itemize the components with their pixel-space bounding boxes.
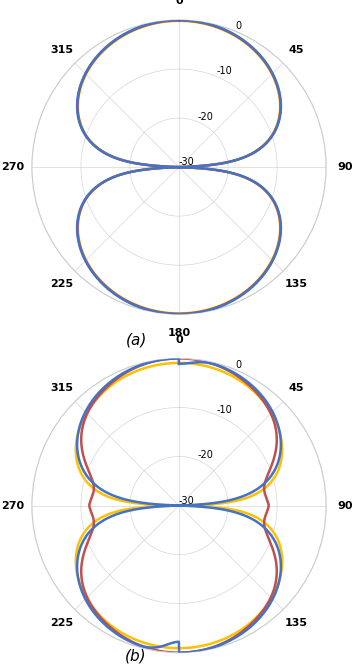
Text: (a): (a) (125, 332, 147, 347)
80 MHz (84, 258, 89, 266)
200 MHz (177, 360, 181, 368)
400 MHz (94, 608, 98, 616)
Line: 200 MHz: 200 MHz (77, 358, 281, 653)
60 MHz (84, 258, 89, 266)
400 MHz (262, 517, 266, 525)
80 MHz (99, 49, 103, 57)
200 MHz (176, 354, 181, 362)
200 MHz (177, 649, 181, 657)
400 MHz (177, 354, 181, 362)
Text: (b): (b) (125, 649, 147, 663)
600 MHz (177, 359, 181, 367)
100 MHz (85, 258, 89, 266)
Line: 600 MHz: 600 MHz (76, 363, 282, 648)
100 MHz (177, 17, 181, 25)
60 MHz (177, 16, 181, 24)
60 MHz (177, 163, 181, 171)
60 MHz (93, 272, 97, 280)
Line: 400 MHz: 400 MHz (81, 358, 277, 653)
200 MHz (251, 515, 255, 523)
400 MHz (262, 482, 266, 490)
400 MHz (176, 354, 181, 362)
400 MHz (177, 354, 181, 362)
600 MHz (101, 389, 105, 397)
100 MHz (93, 271, 98, 279)
100 MHz (176, 17, 181, 25)
Line: 100 MHz: 100 MHz (78, 21, 280, 314)
200 MHz (93, 610, 97, 618)
600 MHz (95, 608, 99, 616)
100 MHz (177, 17, 181, 25)
100 MHz (177, 163, 181, 171)
600 MHz (177, 359, 181, 367)
600 MHz (176, 359, 181, 367)
600 MHz (266, 481, 270, 489)
80 MHz (176, 17, 181, 25)
400 MHz (262, 516, 266, 524)
200 MHz (84, 597, 88, 605)
400 MHz (86, 595, 90, 603)
60 MHz (258, 145, 262, 153)
200 MHz (99, 386, 103, 394)
400 MHz (100, 388, 104, 396)
600 MHz (260, 517, 265, 525)
100 MHz (250, 176, 254, 184)
60 MHz (99, 48, 103, 56)
60 MHz (251, 177, 255, 185)
600 MHz (177, 501, 181, 509)
80 MHz (93, 271, 97, 279)
600 MHz (86, 596, 90, 604)
200 MHz (258, 483, 262, 491)
200 MHz (177, 360, 181, 368)
80 MHz (177, 17, 181, 25)
80 MHz (257, 145, 262, 153)
Line: 80 MHz: 80 MHz (77, 21, 281, 314)
100 MHz (257, 145, 261, 153)
100 MHz (99, 49, 103, 57)
Line: 60 MHz: 60 MHz (77, 20, 281, 314)
60 MHz (177, 16, 181, 24)
200 MHz (177, 501, 181, 509)
80 MHz (177, 163, 181, 171)
60 MHz (176, 16, 181, 24)
80 MHz (177, 17, 181, 25)
80 MHz (250, 177, 255, 185)
